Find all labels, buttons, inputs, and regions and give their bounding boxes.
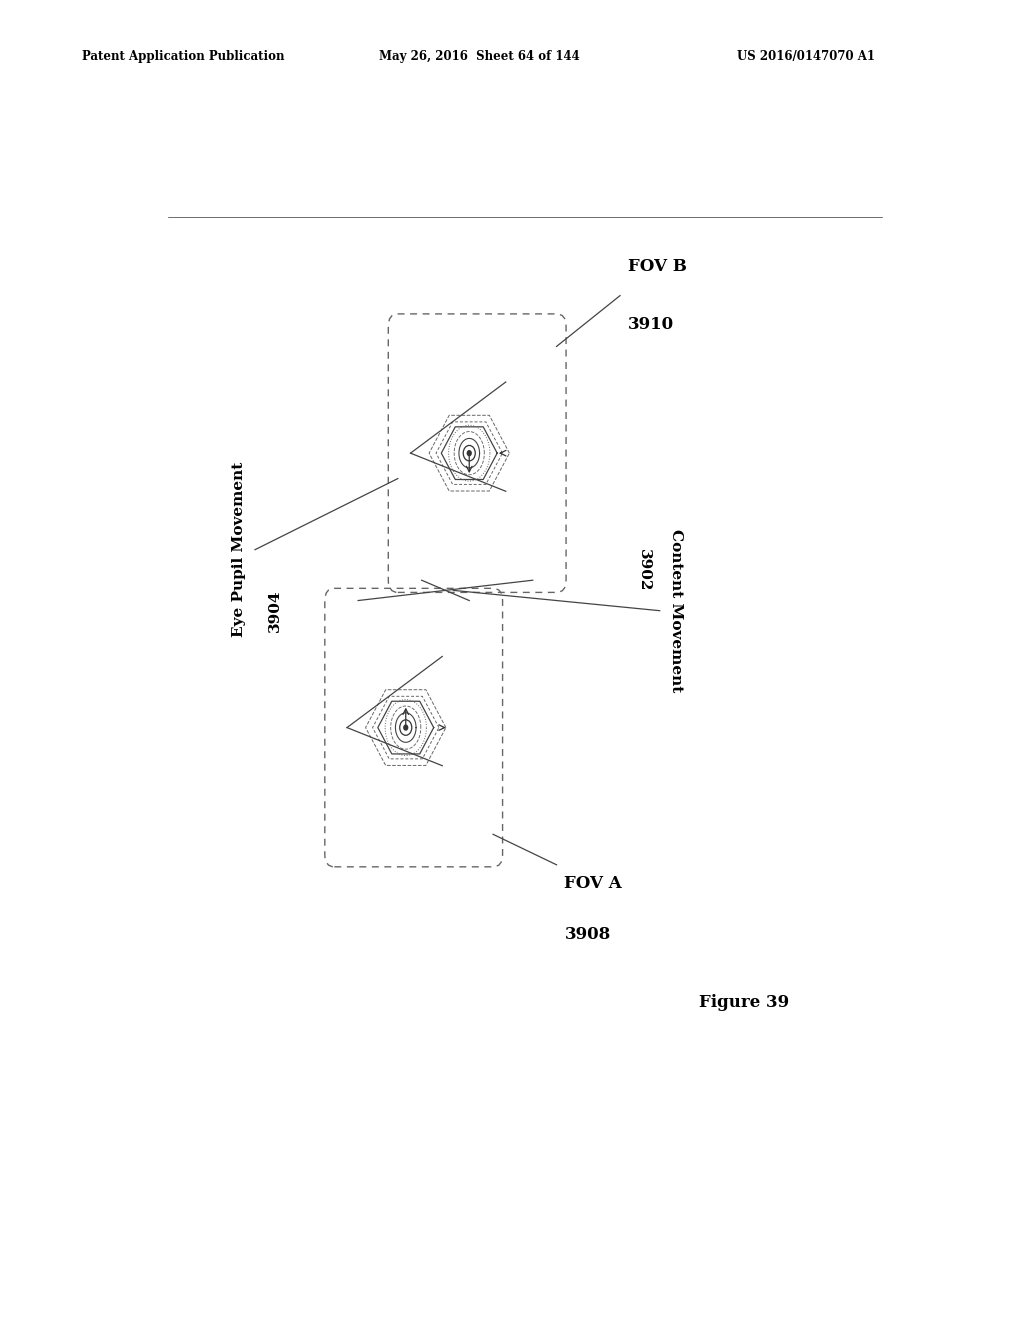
Text: Content Movement: Content Movement — [669, 529, 683, 692]
Text: FOV A: FOV A — [564, 875, 623, 892]
Text: 3902: 3902 — [637, 549, 651, 591]
Circle shape — [467, 450, 471, 455]
Text: 3910: 3910 — [628, 315, 674, 333]
Circle shape — [403, 725, 408, 730]
Text: FOV B: FOV B — [628, 259, 687, 276]
Text: May 26, 2016  Sheet 64 of 144: May 26, 2016 Sheet 64 of 144 — [379, 50, 580, 63]
Text: Eye Pupil Movement: Eye Pupil Movement — [232, 462, 246, 638]
Text: Patent Application Publication: Patent Application Publication — [82, 50, 285, 63]
Text: US 2016/0147070 A1: US 2016/0147070 A1 — [737, 50, 876, 63]
Text: 3908: 3908 — [564, 925, 610, 942]
Text: Figure 39: Figure 39 — [699, 994, 790, 1011]
Text: 3904: 3904 — [268, 590, 282, 632]
